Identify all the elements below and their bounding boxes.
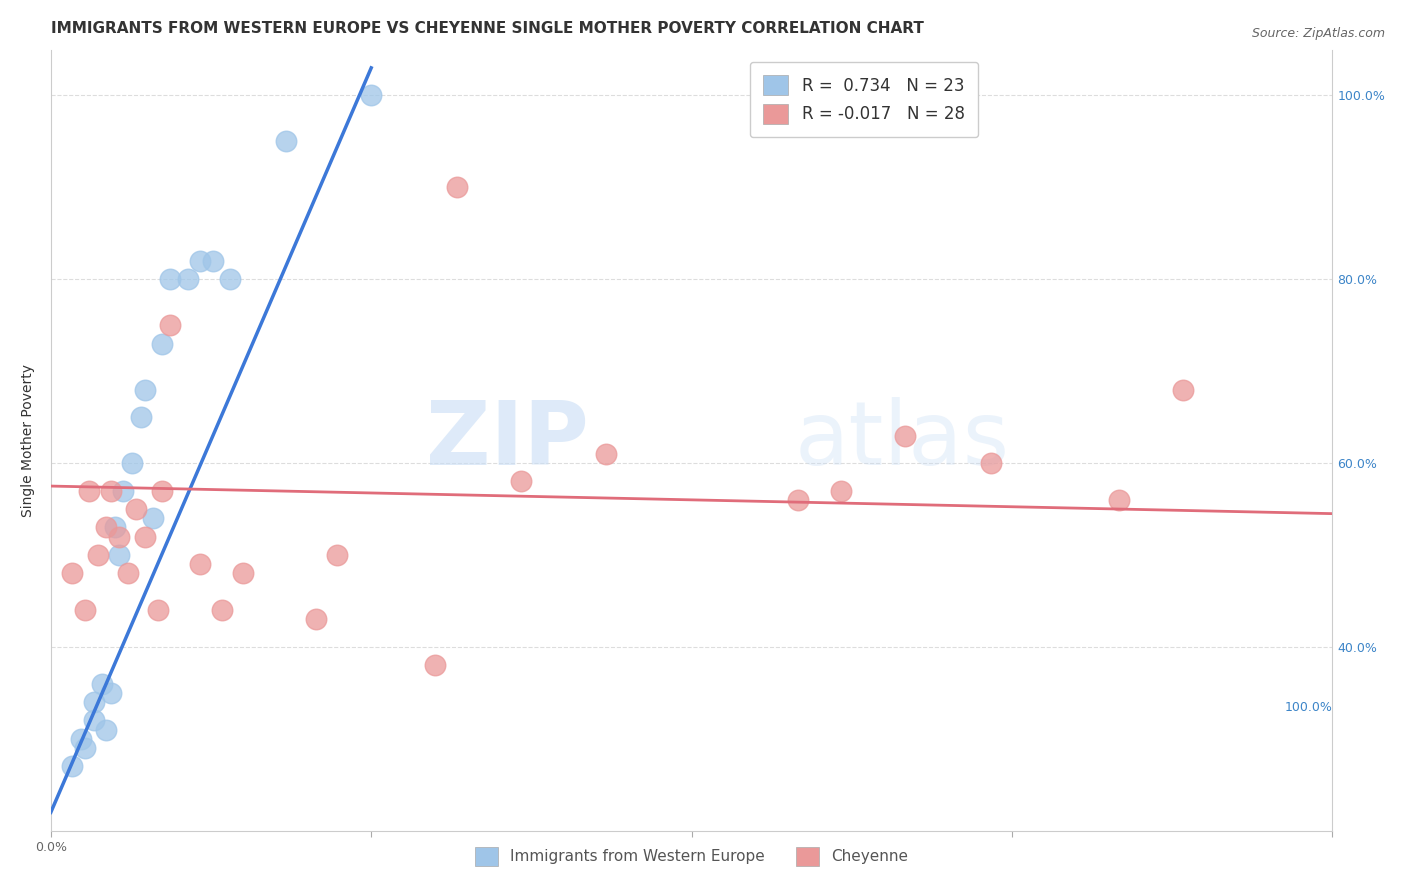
Point (69, 731, 91, 746)
Point (77, 483, 100, 498)
Point (1171, 383, 1194, 397)
Point (60, 566, 83, 581)
Point (159, 318, 181, 333)
Point (134, 383, 156, 397)
Point (146, 603, 169, 617)
Point (188, 558, 211, 572)
Point (150, 336, 173, 351)
Point (60, 759, 83, 773)
Y-axis label: Single Mother Poverty: Single Mother Poverty (21, 364, 35, 516)
Point (83, 695, 105, 709)
Point (91, 676, 114, 690)
Point (100, 483, 122, 498)
Point (150, 483, 173, 498)
Point (159, 272, 181, 286)
Text: 100.0%: 100.0% (1285, 701, 1333, 714)
Point (108, 548, 131, 562)
Point (104, 520, 127, 534)
Point (125, 502, 148, 516)
Point (117, 566, 139, 581)
Point (1108, 492, 1130, 507)
Point (129, 410, 152, 425)
Point (894, 428, 917, 442)
Point (360, 88, 382, 103)
Point (87, 548, 110, 562)
Point (202, 253, 225, 268)
Point (305, 612, 328, 626)
Point (980, 456, 1002, 470)
Point (425, 658, 447, 673)
Point (274, 135, 297, 149)
Point (112, 483, 135, 498)
Text: ZIP: ZIP (426, 397, 589, 483)
Point (211, 603, 233, 617)
Point (219, 272, 242, 286)
Point (96, 520, 118, 534)
Text: IMMIGRANTS FROM WESTERN EUROPE VS CHEYENNE SINGLE MOTHER POVERTY CORRELATION CHA: IMMIGRANTS FROM WESTERN EUROPE VS CHEYEN… (51, 21, 924, 36)
Point (787, 492, 810, 507)
Point (73, 603, 96, 617)
Point (108, 530, 131, 544)
Point (446, 180, 468, 194)
Legend: Immigrants from Western Europe, Cheyenne: Immigrants from Western Europe, Cheyenne (463, 835, 920, 878)
Point (188, 253, 211, 268)
Point (134, 530, 156, 544)
Point (83, 714, 105, 728)
Point (509, 475, 531, 489)
Text: atlas: atlas (794, 397, 1010, 483)
Point (73, 741, 96, 756)
Text: Source: ZipAtlas.com: Source: ZipAtlas.com (1251, 27, 1385, 40)
Point (232, 566, 254, 581)
Point (142, 511, 165, 525)
Point (176, 272, 198, 286)
Point (830, 483, 852, 498)
Point (96, 723, 118, 737)
Point (100, 686, 122, 700)
Point (326, 548, 349, 562)
Point (121, 456, 143, 470)
Point (595, 447, 617, 461)
